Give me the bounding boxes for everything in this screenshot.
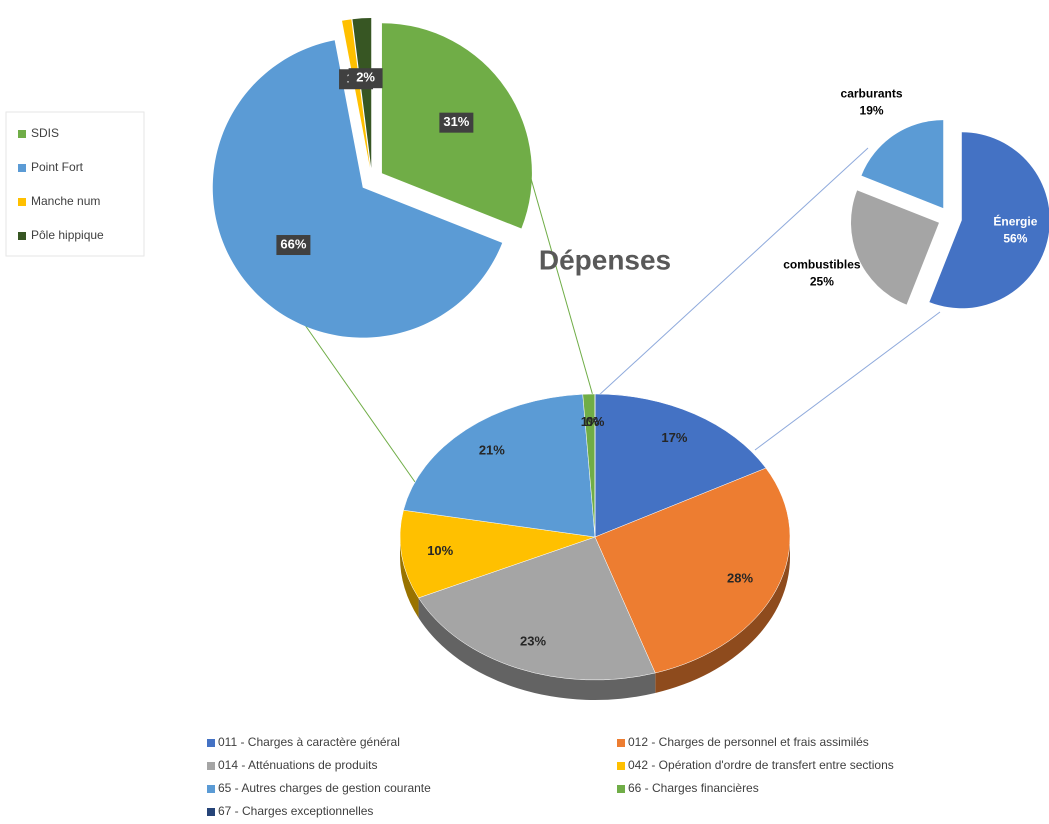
connector-line — [597, 147, 869, 397]
pie-side — [418, 597, 656, 700]
data-label: 1% — [581, 414, 600, 429]
legend-label: 011 - Charges à caractère général — [218, 735, 400, 749]
legend-swatch — [18, 130, 26, 138]
legend-label: Manche num — [31, 194, 100, 208]
data-label: 0% — [586, 414, 605, 429]
pie: 31%66%1%2% — [212, 18, 532, 338]
legend-swatch — [207, 808, 215, 816]
label-box — [348, 68, 383, 89]
label-box — [439, 112, 474, 133]
data-label: 10% — [427, 543, 453, 558]
legend-swatch — [18, 232, 26, 240]
pie-slice — [342, 19, 371, 169]
pie-slice — [212, 40, 503, 338]
data-label: 19% — [860, 104, 884, 118]
legend-swatch — [18, 198, 26, 206]
legend-label: Point Fort — [31, 160, 84, 174]
connector-line — [754, 311, 941, 451]
data-label: 25% — [810, 275, 834, 289]
pie-slice — [399, 509, 596, 599]
legend-swatch — [617, 762, 625, 770]
legend-swatch — [207, 785, 215, 793]
data-label: 2% — [356, 70, 375, 85]
pie-side — [655, 537, 790, 694]
data-label: 31% — [443, 114, 469, 129]
pie-slice — [594, 467, 791, 674]
legend-box — [5, 111, 145, 257]
pie-slice — [418, 536, 656, 681]
pie-slice — [352, 18, 372, 169]
pie-slice — [929, 132, 1049, 309]
legend-label: 042 - Opération d'ordre de transfert ent… — [628, 758, 894, 772]
legend-label: SDIS — [31, 126, 59, 140]
data-label: 17% — [661, 430, 687, 445]
legend-label: 014 - Atténuations de produits — [218, 758, 377, 772]
legend-label: 66 - Charges financières — [628, 781, 759, 795]
data-label: 66% — [280, 236, 306, 251]
category-label: combustibles — [783, 258, 861, 272]
pie-slice — [861, 120, 944, 209]
data-label: 28% — [727, 571, 753, 586]
legend-swatch — [207, 762, 215, 770]
data-label: 21% — [479, 443, 505, 458]
pie: 17% 28% 23% 10% 21% 1%0% — [399, 393, 791, 700]
pie-slice — [403, 394, 596, 538]
legend-label: 65 - Autres charges de gestion courante — [218, 781, 431, 795]
legend-label: Pôle hippique — [31, 228, 104, 242]
legend-label: 67 - Charges exceptionnelles — [218, 804, 373, 818]
legend-swatch — [617, 739, 625, 747]
pie-slice — [850, 190, 939, 305]
category-label: carburants — [841, 87, 903, 101]
pie-side — [400, 537, 419, 618]
legend-swatch — [18, 164, 26, 172]
data-label: 56% — [1003, 232, 1027, 246]
connector-line — [304, 324, 416, 483]
legend-swatch — [617, 785, 625, 793]
pie-slice — [594, 393, 767, 538]
category-label: Énergie — [993, 214, 1037, 229]
pie: Énergie 56% combustibles 25% carburants 19% — [783, 87, 1049, 309]
data-label: 23% — [520, 633, 546, 648]
legend-label: 012 - Charges de personnel et frais assi… — [628, 735, 869, 749]
legend-swatch — [207, 739, 215, 747]
chart-title: Dépenses — [539, 244, 671, 275]
label-box — [276, 235, 311, 256]
